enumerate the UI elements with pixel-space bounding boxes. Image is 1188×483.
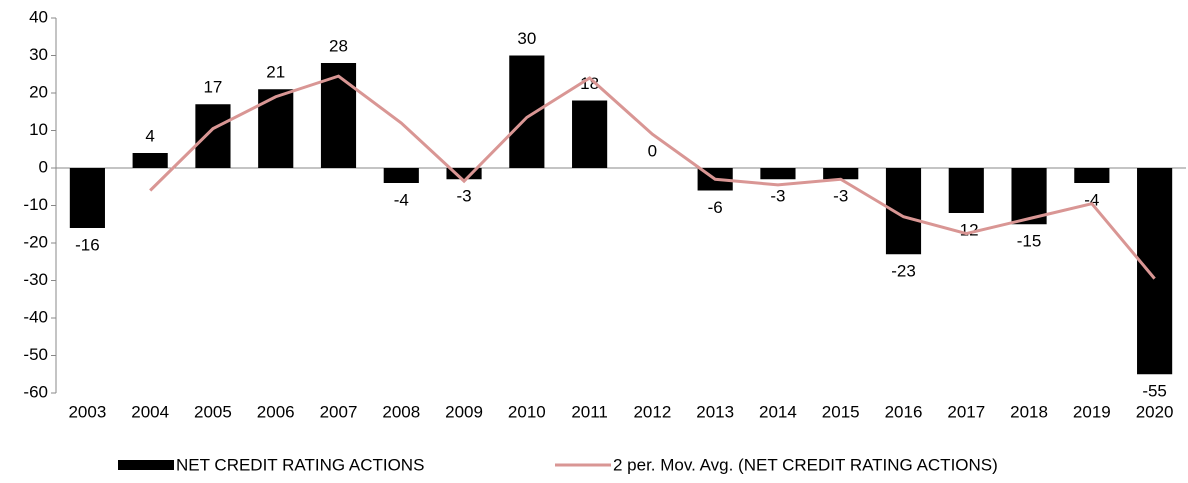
legend-label: 2 per. Mov. Avg. (NET CREDIT RATING ACTI… — [613, 455, 998, 474]
bar — [760, 168, 796, 180]
data-label: 28 — [329, 36, 348, 55]
y-tick-label: 20 — [29, 82, 48, 101]
data-label: -4 — [1084, 190, 1099, 209]
bar — [1074, 168, 1110, 183]
data-label: -12 — [954, 220, 979, 239]
x-tick-label: 2012 — [633, 402, 671, 421]
data-label: -55 — [1142, 382, 1167, 401]
bar — [195, 104, 231, 168]
data-label: -6 — [708, 198, 723, 217]
bar — [1137, 168, 1173, 375]
data-label: -23 — [891, 262, 916, 281]
data-label: -16 — [75, 235, 100, 254]
x-tick-label: 2018 — [1010, 402, 1048, 421]
x-tick-label: 2004 — [131, 402, 169, 421]
data-label: 0 — [648, 141, 657, 160]
y-tick-label: -50 — [23, 345, 48, 364]
data-label: 17 — [203, 78, 222, 97]
y-tick-label: -20 — [23, 232, 48, 251]
y-tick-label: -60 — [23, 382, 48, 401]
bar — [258, 89, 294, 168]
x-tick-label: 2006 — [257, 402, 295, 421]
data-label: -4 — [394, 190, 409, 209]
x-tick-label: 2014 — [759, 402, 797, 421]
data-label: -3 — [833, 187, 848, 206]
data-label: -3 — [456, 187, 471, 206]
x-tick-label: 2016 — [885, 402, 923, 421]
bar — [823, 168, 859, 180]
bar — [446, 168, 482, 180]
y-tick-label: 40 — [29, 7, 48, 26]
y-tick-label: 10 — [29, 120, 48, 139]
x-tick-label: 2011 — [571, 402, 608, 421]
moving-average-line — [149, 74, 1156, 280]
y-tick-label: -10 — [23, 195, 48, 214]
y-tick-label: -30 — [23, 270, 48, 289]
y-tick-label: 0 — [39, 157, 48, 176]
y-tick-label: -40 — [23, 307, 48, 326]
x-tick-label: 2008 — [382, 402, 420, 421]
data-label: 30 — [517, 29, 536, 48]
x-tick-label: 2007 — [320, 402, 358, 421]
x-tick-label: 2003 — [68, 402, 106, 421]
x-tick-label: 2015 — [822, 402, 860, 421]
data-label: 4 — [145, 126, 154, 145]
bar — [509, 55, 545, 168]
data-label: 21 — [266, 63, 285, 82]
bar — [132, 153, 168, 168]
x-tick-label: 2005 — [194, 402, 232, 421]
bar — [572, 100, 608, 168]
data-label: 18 — [580, 74, 599, 93]
y-tick-label: 30 — [29, 45, 48, 64]
x-tick-label: 2009 — [445, 402, 483, 421]
x-tick-label: 2017 — [947, 402, 985, 421]
x-tick-label: 2020 — [1136, 402, 1174, 421]
x-tick-label: 2013 — [696, 402, 734, 421]
bar — [383, 168, 419, 183]
data-label: -15 — [1017, 232, 1042, 251]
bar — [69, 168, 105, 228]
x-tick-label: 2019 — [1073, 402, 1111, 421]
x-tick-label: 2010 — [508, 402, 546, 421]
legend-swatch — [118, 460, 174, 470]
legend-label: NET CREDIT RATING ACTIONS — [176, 455, 424, 474]
data-label: -3 — [770, 187, 785, 206]
bar — [948, 168, 984, 213]
